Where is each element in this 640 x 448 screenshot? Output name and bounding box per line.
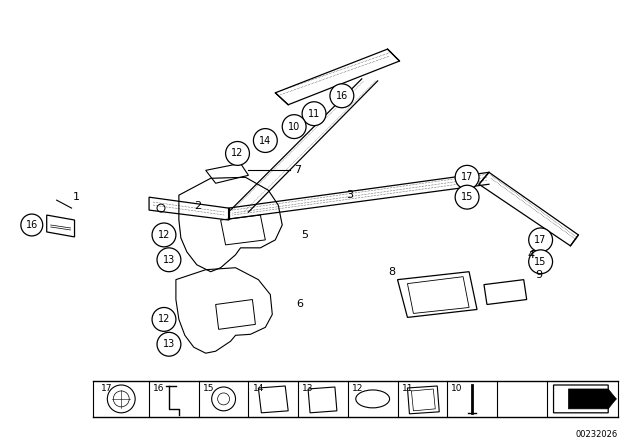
Text: 10: 10 [288, 121, 300, 132]
Text: 14: 14 [259, 136, 271, 146]
Circle shape [253, 129, 277, 152]
Text: 16: 16 [26, 220, 38, 230]
Circle shape [152, 223, 176, 247]
Text: 16: 16 [336, 91, 348, 101]
Text: 00232026: 00232026 [576, 430, 618, 439]
Circle shape [157, 248, 181, 271]
Text: 15: 15 [203, 384, 214, 393]
Text: 15: 15 [534, 257, 547, 267]
Circle shape [21, 214, 43, 236]
Text: 1: 1 [73, 192, 80, 202]
Text: 9: 9 [535, 270, 542, 280]
Text: 11: 11 [402, 384, 413, 393]
Text: 3: 3 [346, 190, 353, 200]
Circle shape [455, 185, 479, 209]
Text: 13: 13 [163, 339, 175, 349]
Text: 12: 12 [352, 384, 364, 393]
Text: 12: 12 [231, 148, 244, 159]
Text: 8: 8 [388, 267, 395, 277]
Text: 17: 17 [100, 384, 112, 393]
Text: 12: 12 [158, 314, 170, 324]
Circle shape [529, 228, 552, 252]
Polygon shape [568, 389, 616, 409]
Circle shape [529, 250, 552, 274]
Text: 16: 16 [153, 384, 164, 393]
Text: 14: 14 [253, 384, 264, 393]
Text: 13: 13 [163, 255, 175, 265]
Circle shape [152, 307, 176, 332]
Circle shape [225, 142, 250, 165]
Circle shape [302, 102, 326, 125]
Text: 2: 2 [194, 201, 202, 211]
Text: 7: 7 [294, 165, 301, 175]
Text: 17: 17 [461, 172, 473, 182]
Text: 12: 12 [158, 230, 170, 240]
Text: 17: 17 [534, 235, 547, 245]
Circle shape [282, 115, 306, 138]
Text: 5: 5 [301, 230, 308, 240]
Text: 4: 4 [527, 250, 534, 260]
Circle shape [455, 165, 479, 189]
Text: 13: 13 [302, 384, 314, 393]
Text: 10: 10 [451, 384, 463, 393]
Text: 11: 11 [308, 109, 320, 119]
Circle shape [157, 332, 181, 356]
Text: 15: 15 [461, 192, 473, 202]
Text: 6: 6 [296, 300, 303, 310]
Circle shape [330, 84, 354, 108]
